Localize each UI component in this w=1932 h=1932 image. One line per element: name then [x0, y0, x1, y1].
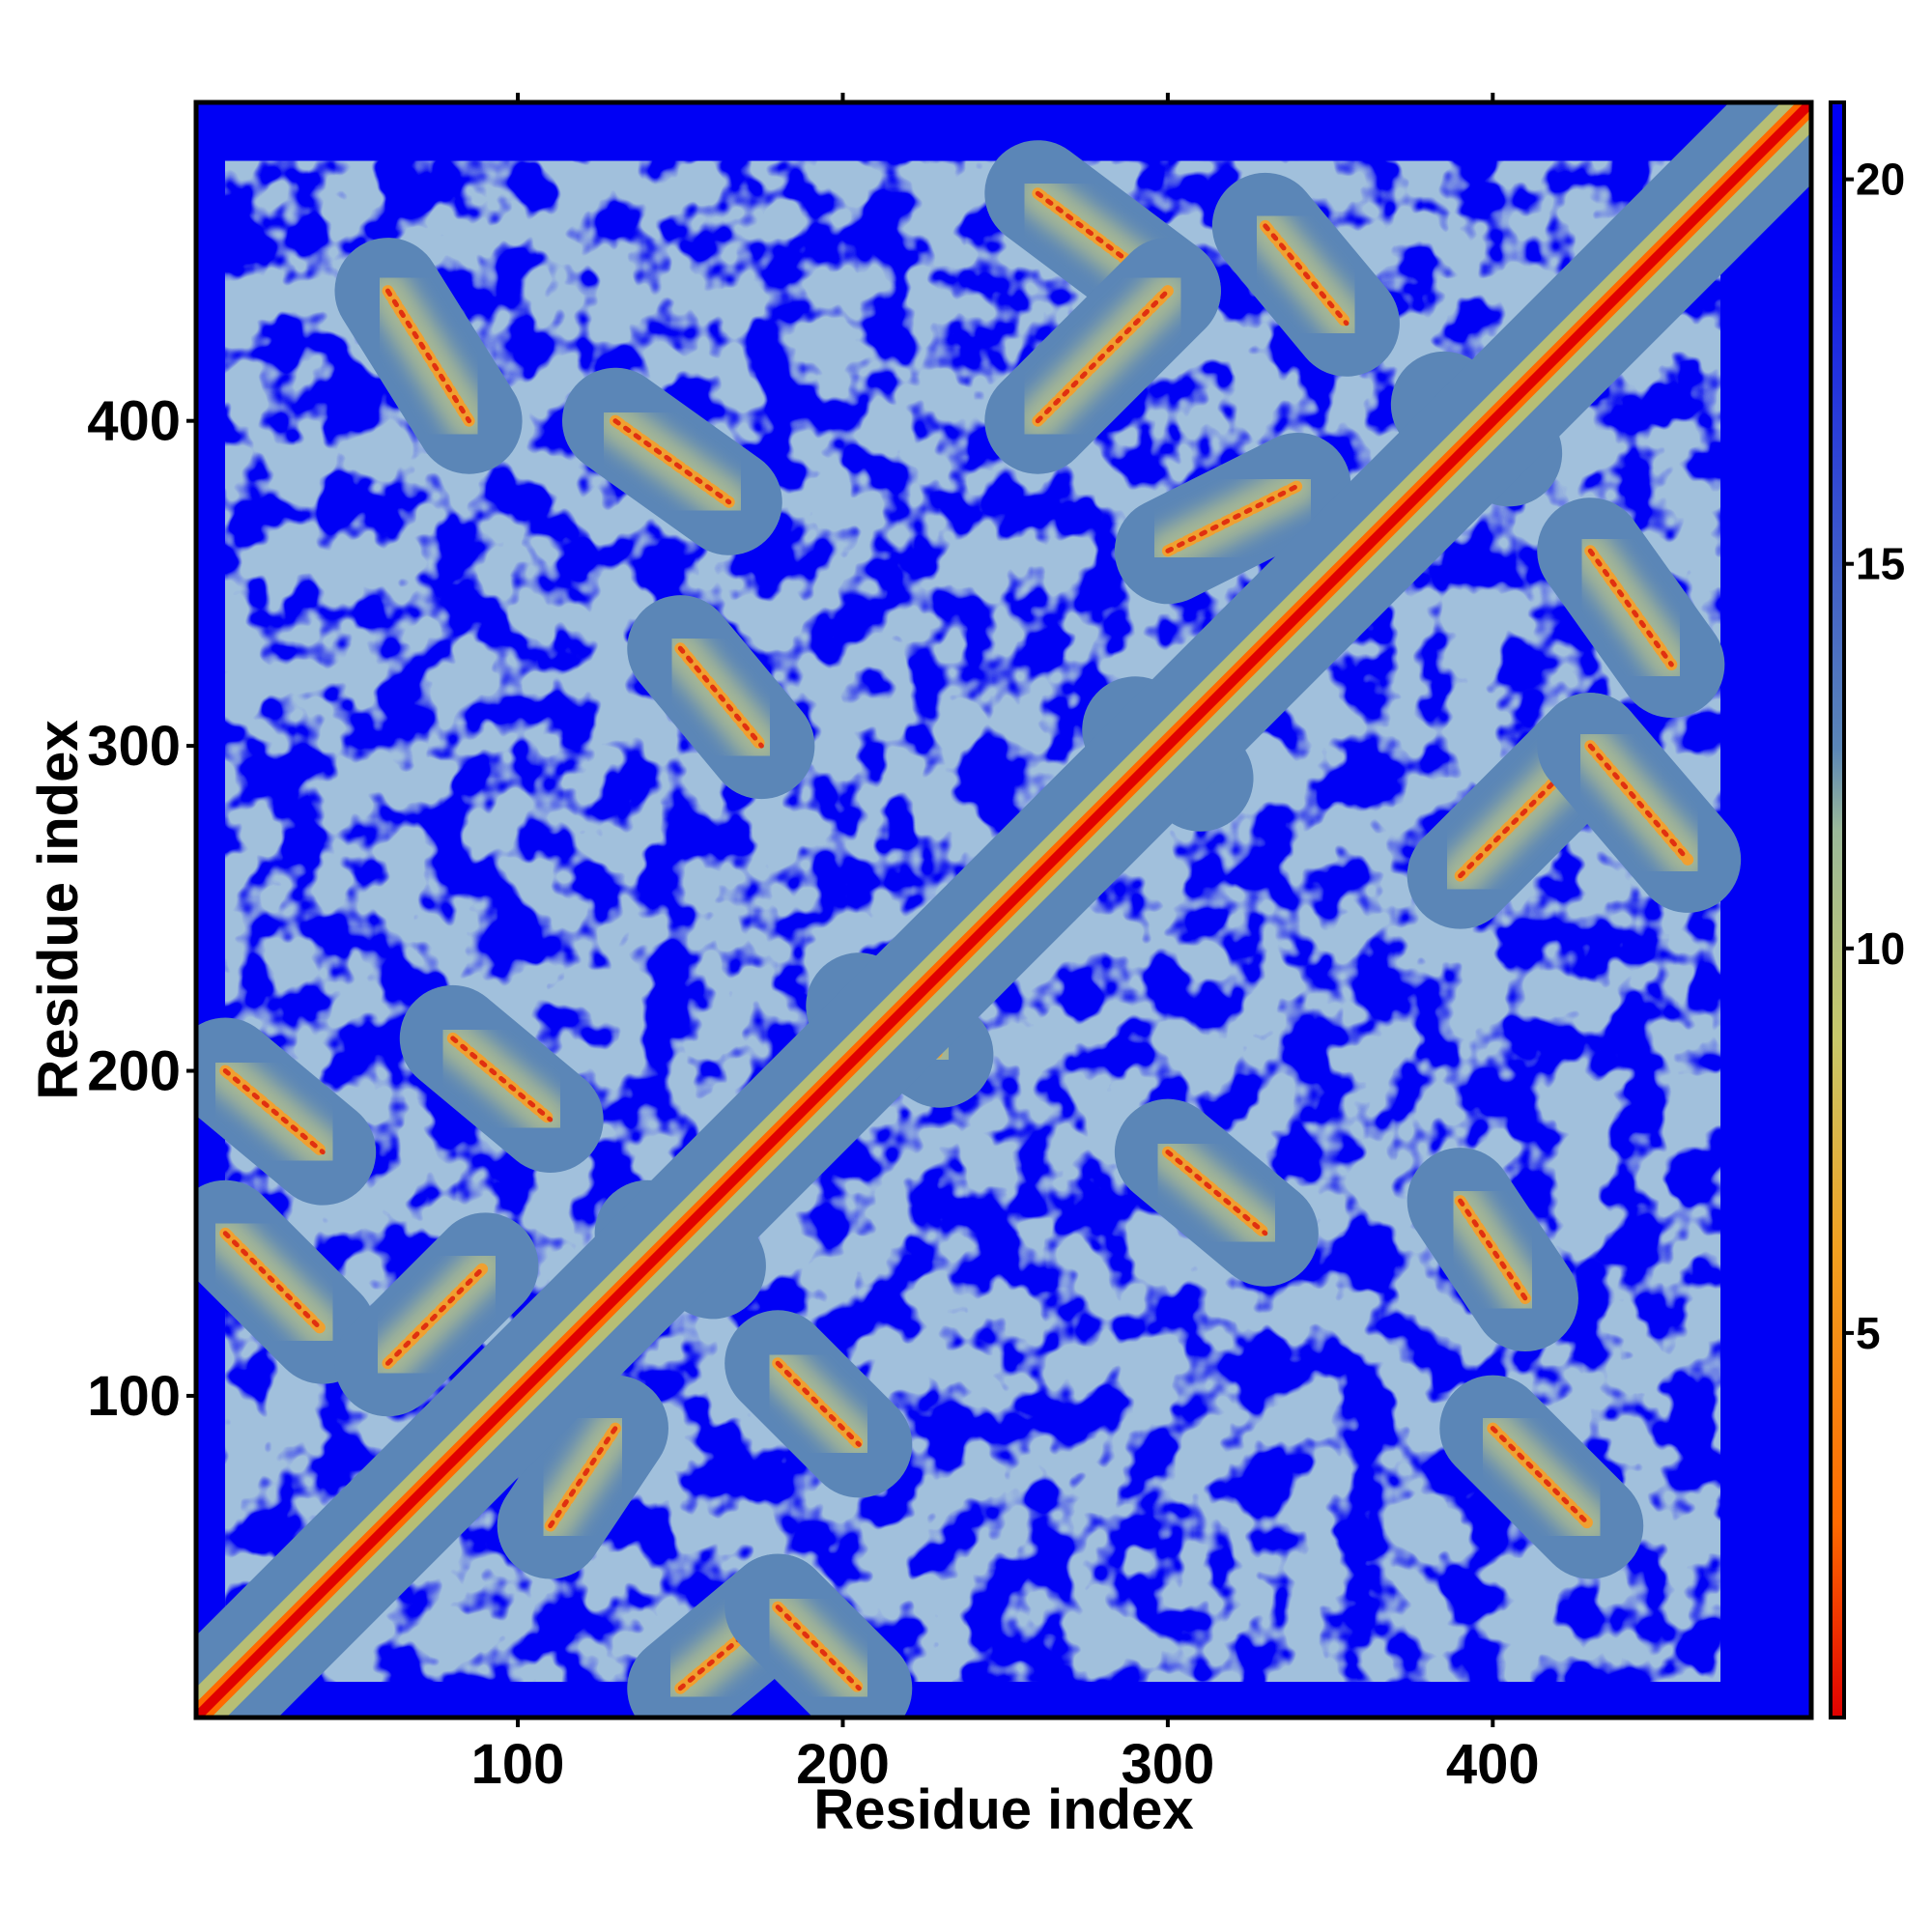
- colorbar-tick-label: 15: [1856, 539, 1905, 589]
- contact-core: [384, 288, 472, 424]
- contact-core: [1035, 288, 1171, 424]
- plot-frame: [193, 99, 1814, 1720]
- contact-core: [1165, 1150, 1268, 1236]
- contact-core: [1263, 223, 1350, 327]
- contact-core: [1490, 1426, 1593, 1529]
- contact-core: [222, 1231, 326, 1334]
- x-axis-title: Residue index: [813, 1778, 1193, 1841]
- colorbar-ramp: [1829, 100, 1846, 1719]
- heatmap-plot-area: [196, 102, 1811, 1718]
- y-tick-label: 400: [87, 390, 181, 453]
- contact-core: [1587, 743, 1690, 863]
- diagonal-red: [196, 102, 1811, 1718]
- contact-core: [1165, 483, 1300, 554]
- y-axis-title: Residue index: [27, 720, 90, 1099]
- x-tick-label: 300: [1122, 1733, 1215, 1796]
- contact-line: [544, 1422, 621, 1532]
- y-tick-label: 100: [87, 1365, 181, 1428]
- contact-core: [450, 1036, 554, 1122]
- x-tick-label: 400: [1446, 1733, 1540, 1796]
- contact-core: [384, 1263, 488, 1366]
- contact-line: [772, 1601, 866, 1694]
- colorbar-ticks: 5 10 15 20: [1844, 155, 1905, 1358]
- y-axis-ticks: 100 200 300 400: [87, 390, 196, 1428]
- colorbar-tick-label: 20: [1856, 155, 1905, 205]
- y-tick-label: 300: [87, 715, 181, 778]
- contact-core: [677, 645, 764, 749]
- colorbar: 5 10 15 20: [1829, 100, 1905, 1719]
- contact-core: [222, 1068, 326, 1155]
- contact-core: [612, 418, 732, 505]
- colorbar-tick-label: 10: [1856, 923, 1905, 974]
- heatmap-diagonal: [196, 102, 1811, 1718]
- contact-core: [1587, 548, 1674, 668]
- contact-line: [1454, 1195, 1531, 1305]
- contact-line: [772, 1357, 866, 1451]
- colorbar-tick-label: 5: [1856, 1308, 1881, 1358]
- y-tick-label: 200: [87, 1040, 181, 1103]
- x-tick-label: 100: [471, 1733, 565, 1796]
- x-axis-ticks: 100 200 300 400: [471, 93, 1540, 1796]
- contact-core: [1035, 190, 1171, 294]
- x-tick-label: 200: [796, 1733, 890, 1796]
